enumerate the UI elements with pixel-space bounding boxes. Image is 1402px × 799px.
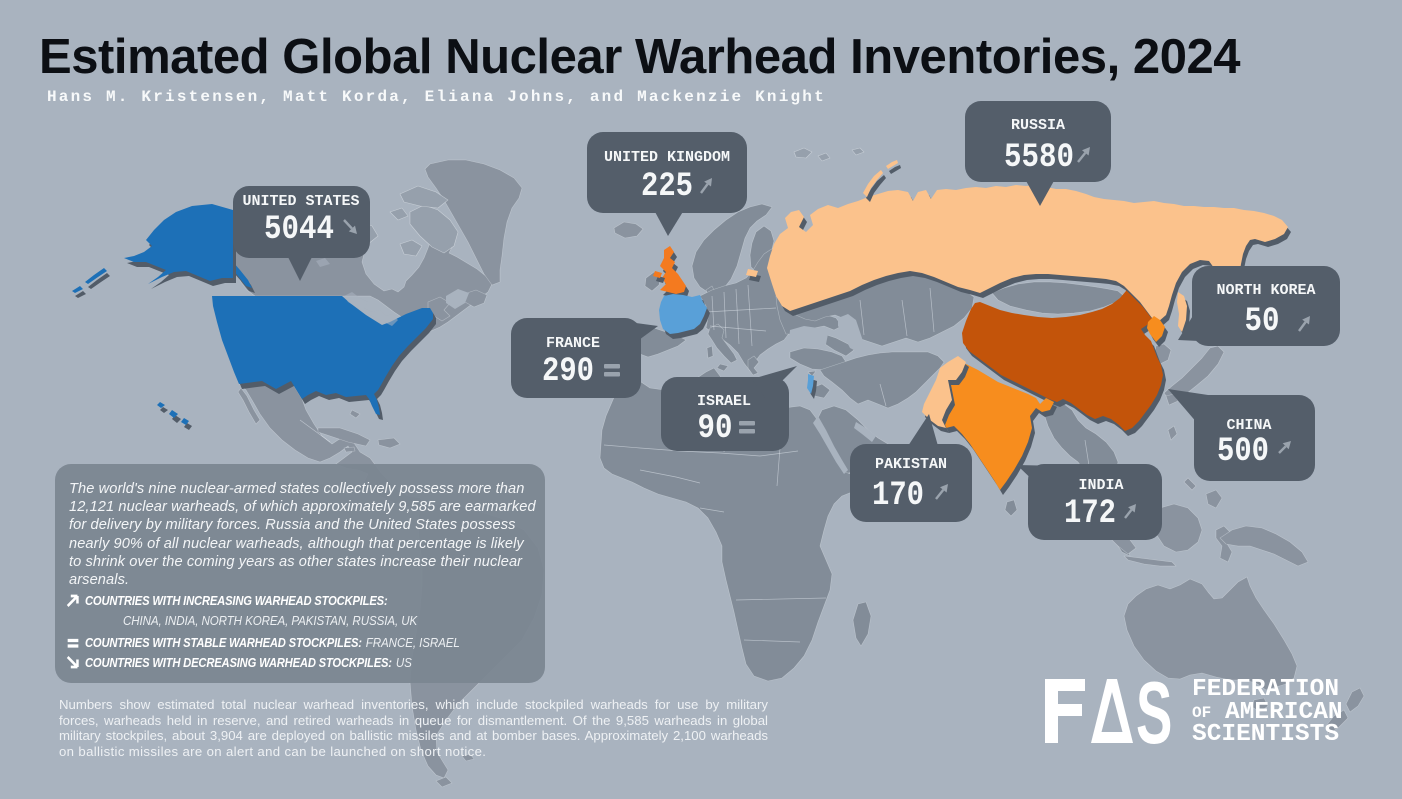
svg-text:S: S — [1136, 675, 1172, 747]
svg-text:CHINA: CHINA — [1226, 417, 1271, 434]
svg-text:FRANCE: FRANCE — [546, 335, 600, 352]
svg-text:SCIENTISTS: SCIENTISTS — [1192, 721, 1339, 747]
svg-text:225: 225 — [641, 168, 693, 206]
svg-text:290: 290 — [542, 353, 594, 391]
svg-text:5580: 5580 — [1004, 139, 1074, 177]
svg-text:NORTH KOREA: NORTH KOREA — [1216, 282, 1315, 299]
svg-text:5044: 5044 — [264, 211, 334, 249]
svg-text:UNITED KINGDOM: UNITED KINGDOM — [604, 149, 730, 166]
svg-text:AMERICAN: AMERICAN — [1225, 699, 1343, 726]
svg-text:UNITED STATES: UNITED STATES — [242, 193, 359, 210]
svg-text:INDIA: INDIA — [1078, 477, 1123, 494]
svg-text:PAKISTAN: PAKISTAN — [875, 456, 947, 473]
svg-text:170: 170 — [872, 477, 924, 515]
svg-text:OF: OF — [1192, 704, 1211, 722]
svg-text:172: 172 — [1064, 495, 1116, 533]
svg-text:RUSSIA: RUSSIA — [1011, 117, 1065, 134]
svg-text:90: 90 — [698, 410, 733, 448]
svg-text:FEDERATION: FEDERATION — [1192, 676, 1339, 703]
svg-text:50: 50 — [1245, 303, 1280, 341]
svg-text:ISRAEL: ISRAEL — [697, 393, 751, 410]
svg-text:500: 500 — [1217, 433, 1269, 471]
